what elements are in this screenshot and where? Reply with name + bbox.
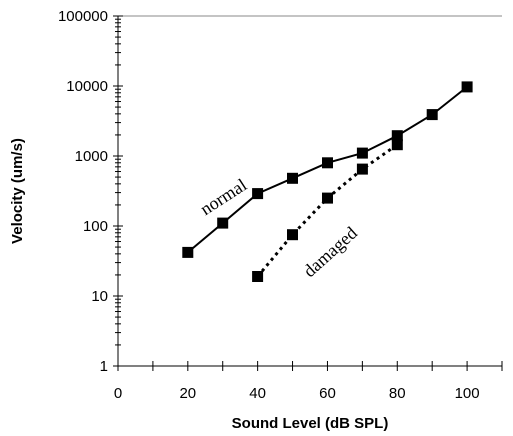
data-point-normal (217, 217, 229, 229)
data-point-normal (461, 81, 473, 93)
data-point-normal (426, 109, 438, 121)
markers-layer (182, 81, 473, 282)
x-tick-label: 80 (389, 385, 406, 402)
data-point-normal (287, 172, 298, 184)
data-point-normal (322, 157, 333, 169)
data-point-damaged (322, 192, 333, 204)
axes: 1 10 100 1000 10000 100000 0 20 40 60 80 100 (58, 8, 503, 402)
y-tick-label: 1 (100, 358, 108, 375)
data-point-damaged (287, 229, 298, 241)
x-axis-title: Sound Level (dB SPL) (232, 415, 389, 432)
series-label-damaged: damaged (299, 223, 361, 281)
x-tick-label: 20 (179, 385, 196, 402)
data-point-normal (252, 188, 264, 200)
series-label-normal: normal (197, 175, 251, 220)
y-tick-label: 100 (83, 218, 108, 235)
y-tick-label: 10 (91, 288, 108, 305)
y-axis-title: Velocity (um/s) (9, 138, 26, 244)
data-point-normal (391, 130, 403, 142)
y-tick-label: 10000 (66, 78, 108, 95)
x-tick-label: 0 (114, 385, 122, 402)
data-point-normal (182, 246, 194, 258)
series-line-normal (187, 86, 468, 254)
x-tick-label: 100 (455, 385, 480, 402)
data-point-normal (356, 147, 368, 159)
data-point-damaged (252, 271, 264, 282)
y-tick-label: 100000 (58, 8, 108, 25)
x-tick-label: 40 (249, 385, 266, 402)
data-point-damaged (391, 139, 403, 151)
data-point-damaged (356, 163, 368, 175)
x-tick-label: 60 (319, 385, 336, 402)
y-tick-label: 1000 (75, 148, 108, 165)
